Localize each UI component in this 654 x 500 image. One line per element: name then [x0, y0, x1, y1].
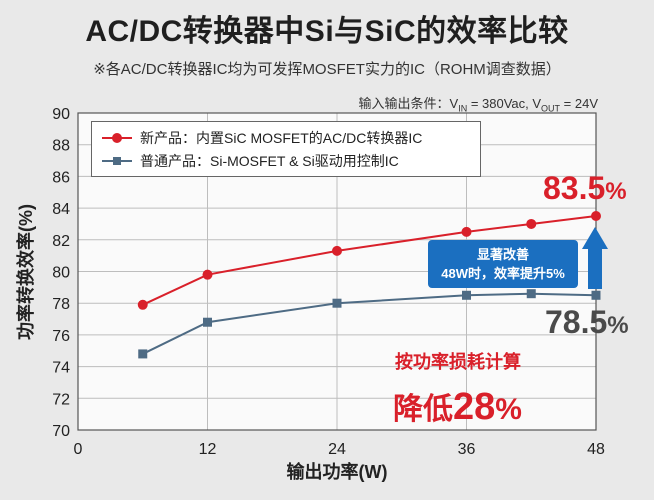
callout-line-2: 48W时，效率提升5%: [441, 266, 565, 281]
chart-title: AC/DC转换器中Si与SiC的效率比较: [85, 15, 569, 48]
data-point-1: [203, 317, 212, 327]
legend-swatch-si: [102, 154, 132, 168]
loss-reduction-caption: 按功率损耗计算: [395, 352, 521, 372]
sic-value-label: 83.5%: [543, 170, 627, 206]
data-point-0: [137, 299, 148, 310]
y-tick-label: 78: [52, 296, 70, 313]
y-tick-label: 80: [52, 265, 70, 282]
improvement-callout: 显著改善 48W时，效率提升5%: [428, 240, 578, 288]
data-point-1: [138, 349, 148, 359]
series-lines: [142, 215, 597, 355]
y-axis-label: 功率转换效率(%): [15, 204, 36, 340]
series-line-0: [142, 215, 597, 306]
y-tick-label: 86: [52, 169, 70, 186]
data-point-1: [462, 290, 471, 300]
y-tick-label: 88: [52, 138, 70, 155]
y-tick-label: 74: [52, 360, 70, 377]
x-tick-label: 36: [458, 441, 476, 458]
callout-line-1: 显著改善: [476, 247, 529, 262]
data-point-0: [461, 226, 472, 237]
data-point-1: [526, 289, 536, 299]
data-point-1: [332, 298, 342, 308]
x-axis-label: 输出功率(W): [287, 461, 388, 482]
y-tick-label: 76: [52, 328, 70, 345]
improvement-arrow: [582, 227, 608, 289]
loss-reduction-value: 降低28%: [393, 386, 522, 428]
y-tick-label: 72: [52, 391, 70, 408]
y-tick-label: 84: [52, 201, 70, 218]
legend-swatch-sic: [102, 131, 132, 145]
data-markers: [137, 211, 601, 359]
series-line-1: [142, 292, 597, 355]
test-conditions: 输入输出条件：VIN = 380Vac, VOUT = 24V: [358, 96, 598, 114]
legend-label-si: 普通产品：Si-MOSFET & Si驱动用控制IC: [140, 153, 399, 169]
legend-item-si: 普通产品：Si-MOSFET & Si驱动用控制IC: [102, 151, 399, 171]
data-point-0: [591, 211, 601, 222]
si-value-label: 78.5%: [545, 304, 629, 340]
data-point-1: [591, 290, 601, 300]
data-point-0: [332, 245, 342, 256]
x-tick-label: 12: [199, 441, 217, 458]
data-point-0: [202, 269, 213, 280]
legend: 新产品：内置SiC MOSFET的AC/DC转换器IC 普通产品：Si-MOSF…: [91, 121, 481, 177]
y-tick-label: 90: [52, 106, 70, 123]
legend-item-sic: 新产品：内置SiC MOSFET的AC/DC转换器IC: [102, 128, 422, 148]
y-tick-label: 82: [52, 233, 70, 250]
data-point-0: [526, 218, 537, 229]
tick-labels: 70 72 74 76 78 80 82 84 86 88 90 0 12 24 36 48: [52, 106, 605, 458]
legend-label-sic: 新产品：内置SiC MOSFET的AC/DC转换器IC: [140, 130, 423, 146]
y-tick-label: 70: [52, 423, 70, 440]
x-tick-label: 24: [328, 441, 346, 458]
chart-subtitle: ※各AC/DC转换器IC均为可发挥MOSFET实力的IC（ROHM调查数据）: [93, 61, 561, 78]
x-tick-label: 0: [74, 441, 83, 458]
x-tick-label: 48: [587, 441, 605, 458]
